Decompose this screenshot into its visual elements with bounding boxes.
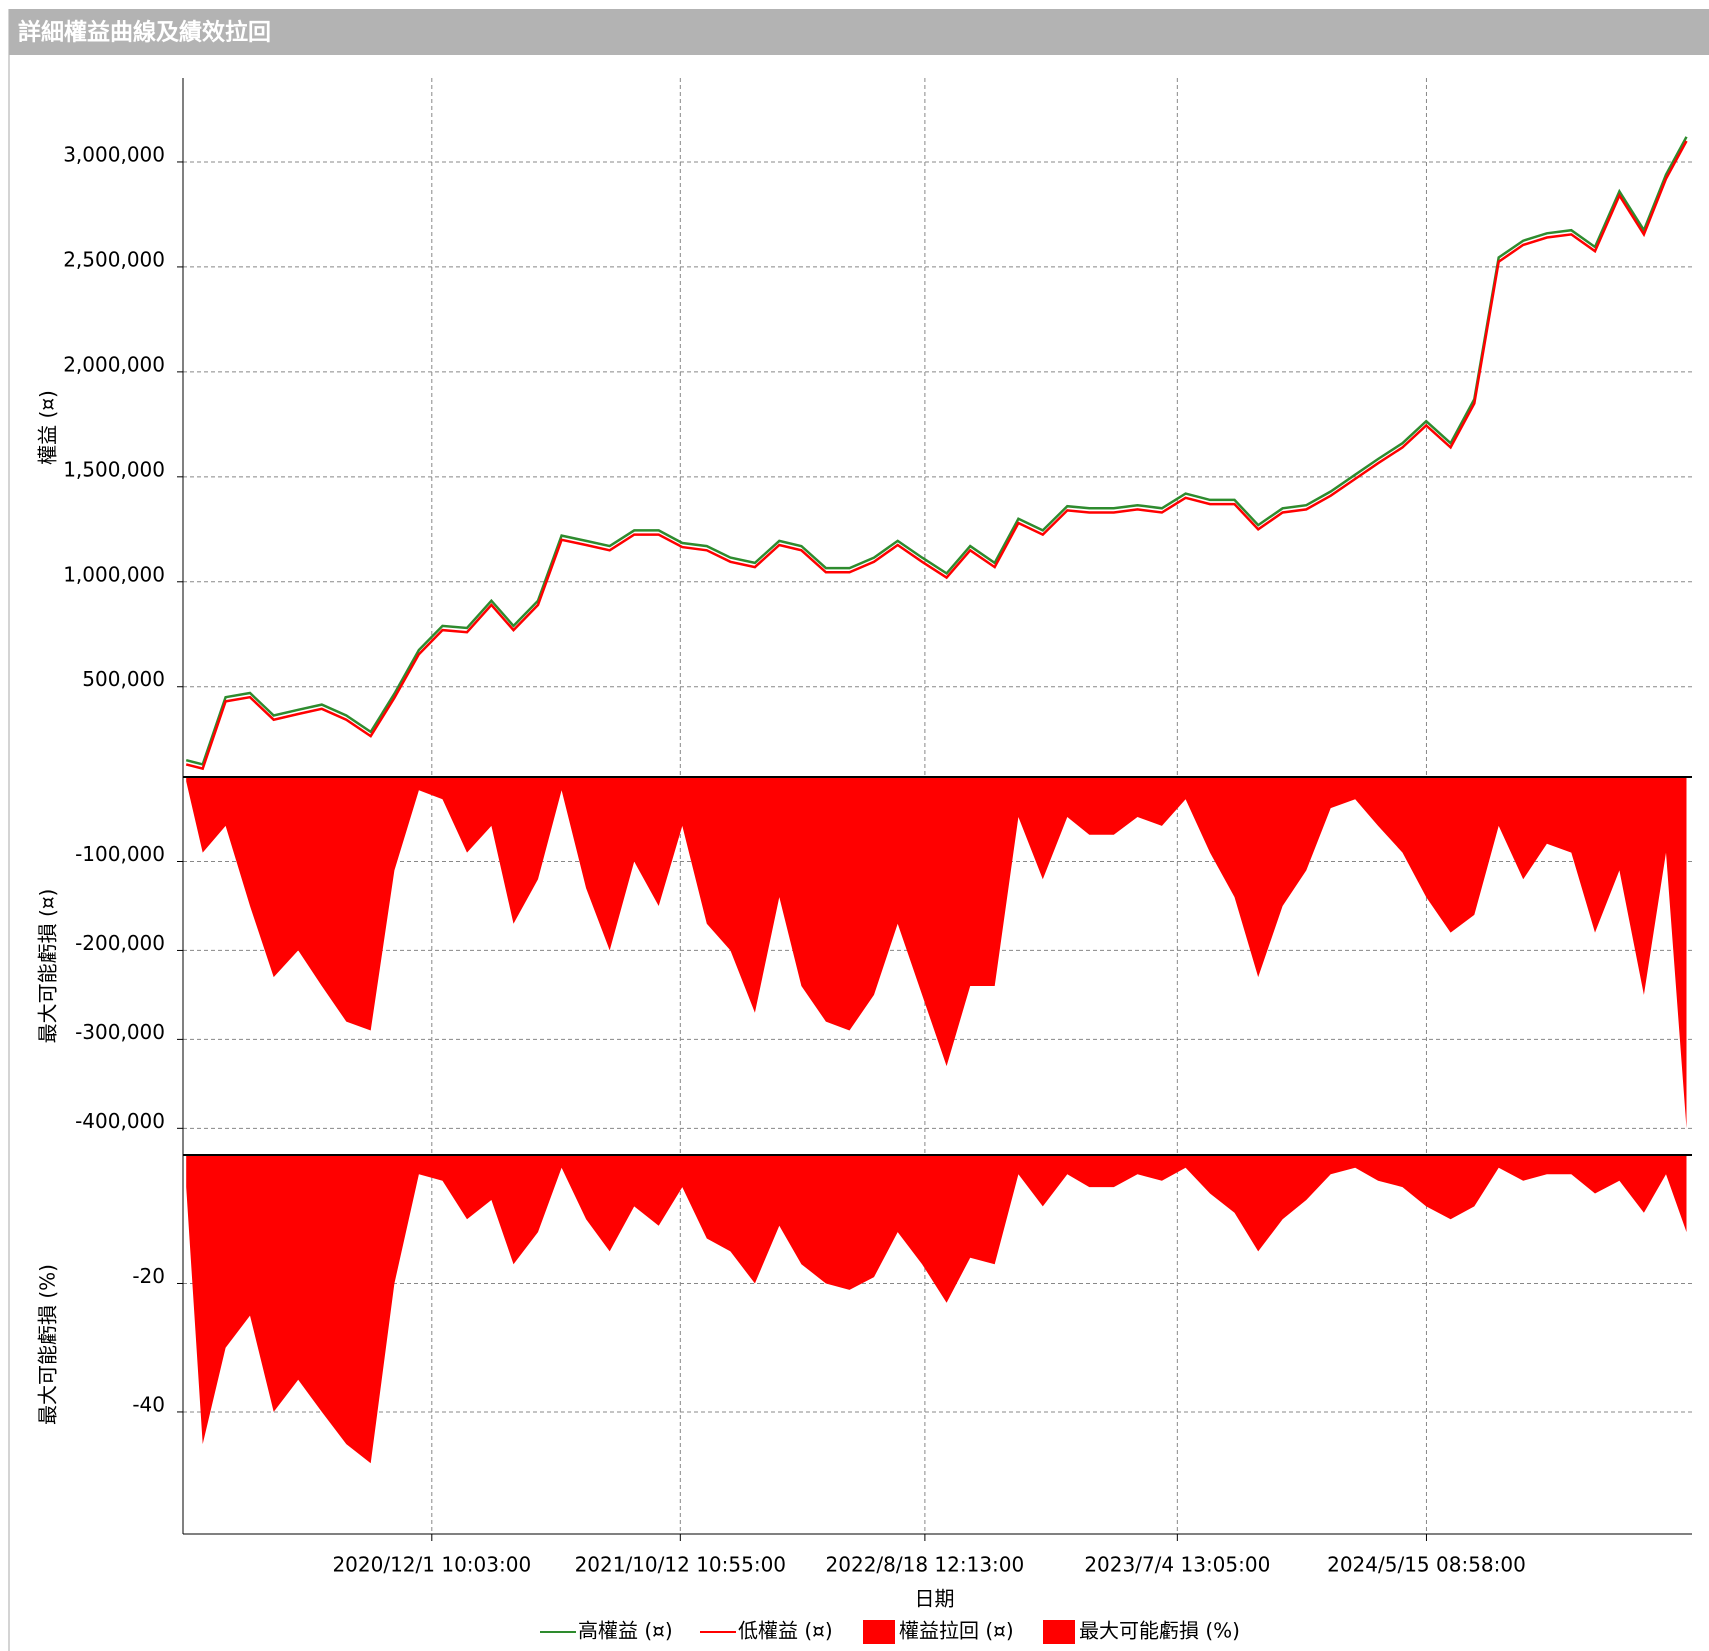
legend-label: 最大可能虧損 (%): [1079, 1619, 1240, 1643]
y-tick-label: 2,500,000: [63, 247, 165, 271]
y-tick-label: 1,500,000: [63, 457, 165, 481]
legend-swatch: [1043, 1620, 1075, 1644]
legend-label: 低權益 (¤): [738, 1619, 833, 1643]
y-axis-label: 最大可能虧損 (%): [36, 1264, 60, 1425]
chart-title: 詳細權益曲線及績效拉回: [18, 19, 271, 46]
y-tick-label: -40: [132, 1392, 165, 1416]
x-axis-label: 日期: [915, 1587, 955, 1611]
y-tick-label: -20: [132, 1264, 165, 1288]
legend-label: 權益拉回 (¤): [899, 1619, 1014, 1643]
x-tick-label: 2023/7/4 13:05:00: [1084, 1553, 1270, 1577]
x-tick-label: 2022/8/18 12:13:00: [826, 1553, 1025, 1577]
y-tick-label: 2,000,000: [63, 352, 165, 376]
drawdown-area: [186, 1155, 1687, 1464]
y-tick-label: -300,000: [75, 1020, 165, 1044]
equity-line: [185, 136, 1688, 766]
y-axis-label: 最大可能虧損 (¤): [36, 889, 60, 1044]
drawdown-area: [186, 777, 1687, 1129]
y-tick-label: -100,000: [75, 842, 165, 866]
y-axis-label: 權益 (¤): [36, 390, 60, 465]
y-tick-label: -200,000: [75, 931, 165, 955]
y-tick-label: 1,000,000: [63, 562, 165, 586]
equity-line: [185, 140, 1688, 771]
y-tick-label: 500,000: [82, 667, 165, 691]
x-tick-label: 2024/5/15 08:58:00: [1327, 1553, 1526, 1577]
title-bar: [9, 9, 1709, 55]
legend-swatch: [863, 1620, 895, 1644]
legend-label: 高權益 (¤): [578, 1619, 673, 1643]
x-tick-label: 2020/12/1 10:03:00: [332, 1553, 531, 1577]
x-tick-label: 2021/10/12 10:55:00: [575, 1553, 786, 1577]
y-tick-label: 3,000,000: [63, 142, 165, 166]
y-tick-label: -400,000: [75, 1109, 165, 1133]
